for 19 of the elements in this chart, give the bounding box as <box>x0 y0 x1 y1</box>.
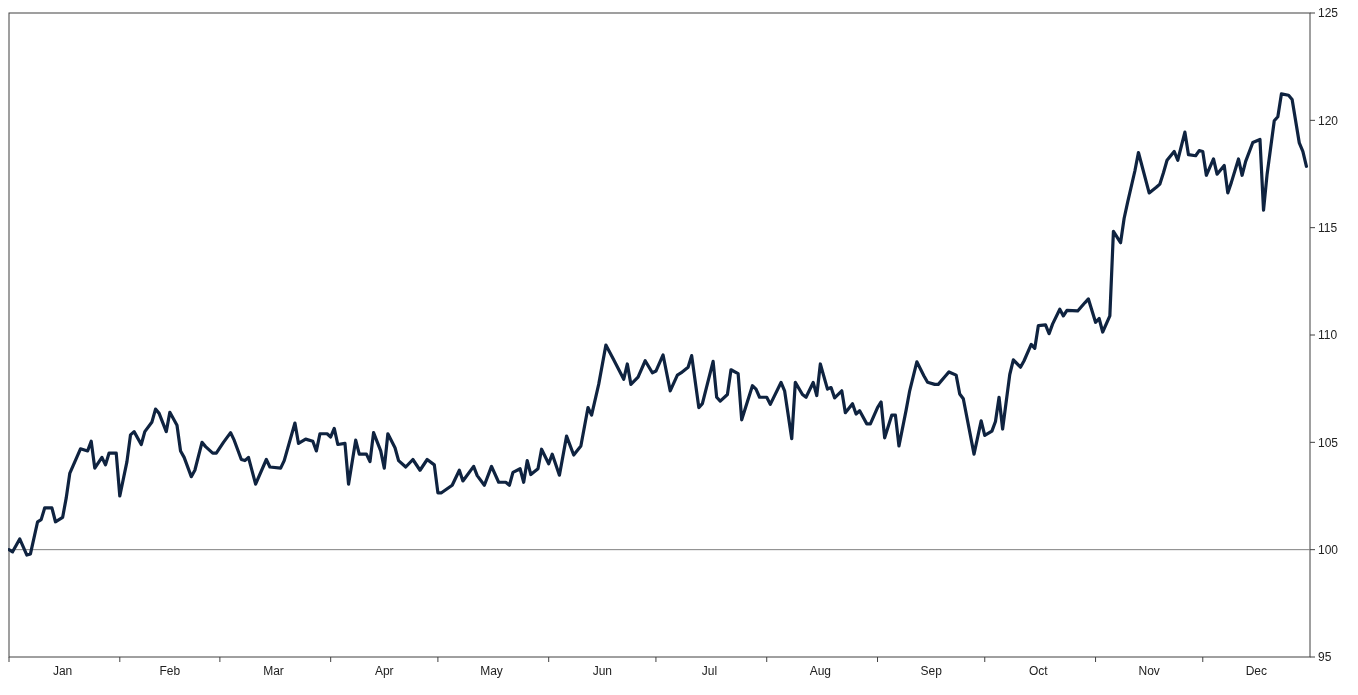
y-tick-label: 120 <box>1318 113 1339 128</box>
x-tick-label: Nov <box>1138 664 1160 678</box>
x-tick-label: Aug <box>809 664 832 678</box>
x-tick-label: Jan <box>52 664 73 678</box>
x-tick-label: Mar <box>263 664 284 678</box>
x-tick-label: Dec <box>1245 664 1268 678</box>
y-tick-label: 125 <box>1318 6 1339 21</box>
x-tick-label: Apr <box>374 664 394 678</box>
x-tick-label: Jun <box>592 664 612 678</box>
y-tick-label: 110 <box>1318 328 1338 343</box>
y-tick-label: 115 <box>1318 220 1338 235</box>
x-tick-label: Feb <box>159 664 181 678</box>
y-tick-label: 100 <box>1318 542 1339 557</box>
y-tick-label: 105 <box>1318 435 1339 450</box>
x-tick-label: Sep <box>920 664 943 678</box>
x-tick-label: Oct <box>1029 664 1049 678</box>
y-tick-label: 95 <box>1318 650 1332 665</box>
x-tick-label: May <box>480 664 503 678</box>
x-tick-label: Jul <box>701 664 718 678</box>
